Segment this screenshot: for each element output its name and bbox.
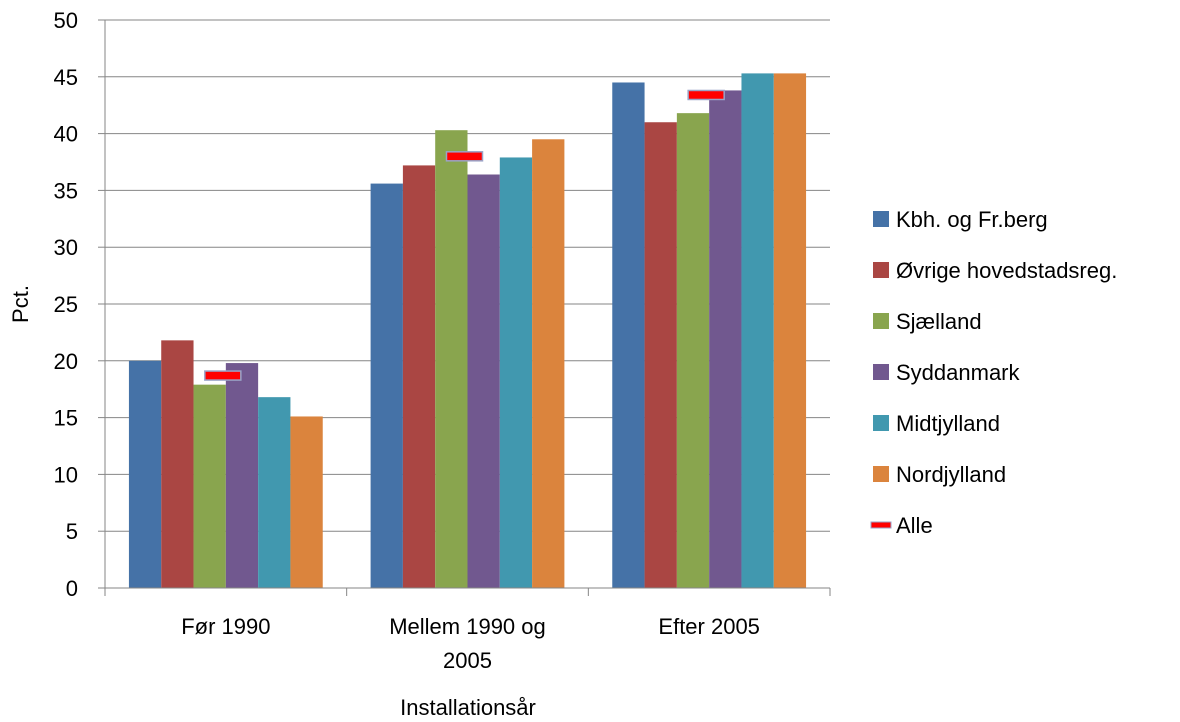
legend-swatch-alle: [870, 521, 892, 529]
x-tick-label: Mellem 1990 og: [389, 614, 546, 639]
legend-label: Syddanmark: [896, 360, 1021, 385]
bar: [773, 73, 807, 589]
bar: [402, 165, 436, 588]
y-tick-label: 5: [66, 519, 78, 544]
y-tick-label: 50: [54, 8, 78, 33]
bar: [709, 90, 742, 588]
bar: [612, 82, 645, 588]
legend-label: Nordjylland: [896, 462, 1006, 487]
y-tick-label: 45: [54, 65, 78, 90]
x-tick-labels: Før 1990 Mellem 1990 og 2005 Efter 2005: [181, 614, 760, 673]
bar: [128, 360, 162, 588]
overall-marker: [204, 370, 242, 381]
x-tick-label: Før 1990: [181, 614, 270, 639]
y-tick-label: 10: [54, 462, 78, 487]
bar: [258, 397, 291, 588]
y-tick-label: 30: [54, 235, 78, 260]
y-tick-label: 0: [66, 576, 78, 601]
overall-marker: [687, 89, 725, 101]
legend-swatch: [873, 415, 889, 431]
bar: [532, 139, 565, 588]
legend-swatch: [873, 211, 889, 227]
legend-label: Øvrige hovedstadsreg.: [896, 258, 1117, 283]
y-tick-label: 35: [54, 178, 78, 203]
y-axis-title: Pct.: [8, 285, 33, 323]
legend-label: Sjælland: [896, 309, 982, 334]
bar: [741, 73, 774, 589]
x-tick-label: 2005: [443, 648, 492, 673]
y-tick-labels: 0 5 10 15 20 25 30 35 40 45 50: [54, 8, 78, 601]
x-tick-label: Efter 2005: [658, 614, 760, 639]
axes: [104, 20, 831, 596]
legend-swatch: [873, 466, 889, 482]
y-tick-label: 15: [54, 406, 78, 431]
y-tick-label: 25: [54, 292, 78, 317]
bars: [128, 73, 807, 589]
overall-marker: [445, 151, 484, 162]
y-tick-label: 20: [54, 349, 78, 374]
bar: [644, 122, 677, 589]
bar: [467, 174, 500, 588]
overall-markers: [204, 89, 725, 381]
legend-swatch: [873, 313, 889, 329]
y-tick-label: 40: [54, 122, 78, 147]
bar: [435, 130, 468, 588]
bar: [193, 384, 226, 588]
bar: [161, 340, 194, 588]
bar: [290, 416, 323, 588]
bar: [676, 113, 710, 588]
legend-swatch: [873, 364, 889, 380]
legend-label: Kbh. og Fr.berg: [896, 207, 1048, 232]
legend-swatch: [873, 262, 889, 278]
legend-label: Alle: [896, 513, 933, 538]
bar: [499, 157, 533, 588]
x-axis-title: Installationsår: [400, 695, 536, 720]
bar: [370, 183, 403, 589]
bar: [225, 363, 259, 588]
legend-label: Midtjylland: [896, 411, 1000, 436]
legend: Kbh. og Fr.berg Øvrige hovedstadsreg. Sjæl…: [870, 207, 1117, 538]
